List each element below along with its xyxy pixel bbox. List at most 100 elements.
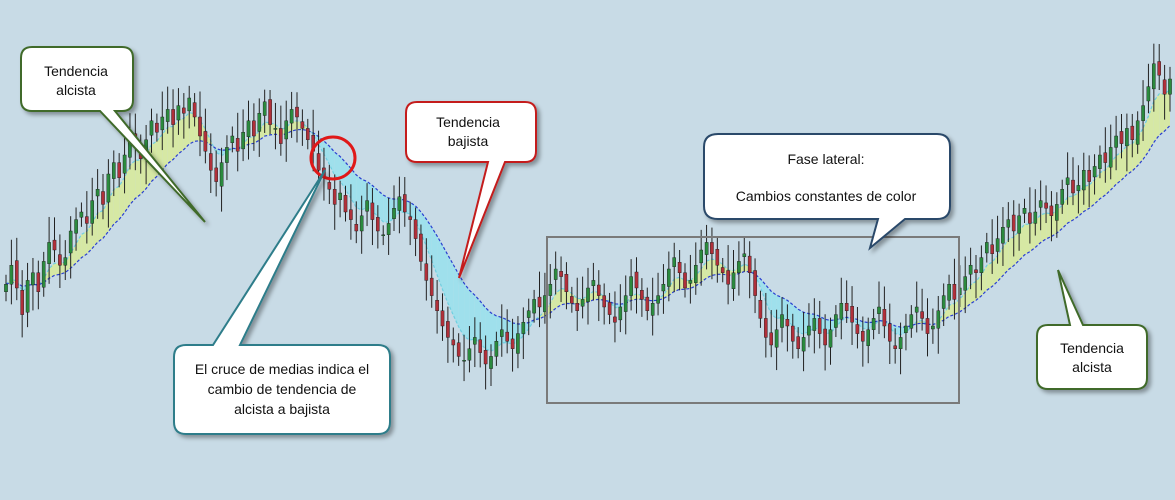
candle xyxy=(36,260,41,310)
candle-body xyxy=(1151,63,1156,90)
ma-ribbon-segment xyxy=(334,152,341,181)
ma-ribbon-segment xyxy=(340,156,346,190)
ma-ribbon-segment xyxy=(464,283,470,340)
candle xyxy=(181,93,186,139)
candle-body xyxy=(920,311,924,319)
candle-body xyxy=(58,254,62,266)
candle xyxy=(893,328,897,364)
candle-body xyxy=(559,271,563,277)
candle-body xyxy=(101,191,105,205)
candle-body xyxy=(640,290,644,300)
ma-ribbon-segment xyxy=(1024,224,1030,255)
candle-body xyxy=(386,223,391,235)
candle-body xyxy=(1146,86,1151,102)
candle xyxy=(155,113,159,142)
candle xyxy=(909,305,914,338)
ma-ribbon-segment xyxy=(119,177,125,220)
candle-body xyxy=(737,261,741,273)
candle-body xyxy=(758,300,763,319)
candle-body xyxy=(1135,120,1140,145)
candle-body xyxy=(192,102,197,118)
candle-body xyxy=(618,306,623,321)
candle-body xyxy=(74,219,78,234)
candle-body xyxy=(796,336,800,350)
candle xyxy=(435,280,439,334)
candle xyxy=(225,135,229,181)
candle xyxy=(500,304,504,357)
candle xyxy=(419,224,423,271)
candle-body xyxy=(106,173,111,203)
candle-body xyxy=(1049,205,1054,216)
candle xyxy=(952,258,957,320)
callout-bear-trend xyxy=(405,101,537,279)
candle-body xyxy=(785,319,790,327)
candle xyxy=(1087,155,1091,208)
candle-body xyxy=(1141,105,1145,121)
candle-body xyxy=(376,217,380,232)
candle xyxy=(1071,157,1075,206)
candle xyxy=(1108,124,1113,180)
candle-body xyxy=(877,306,881,315)
candle xyxy=(715,237,720,283)
candle-body xyxy=(306,128,310,140)
callout-bear-line1: Tendencia xyxy=(436,114,500,130)
candle xyxy=(871,308,876,340)
ma-ribbon-segment xyxy=(453,264,459,327)
candle-body xyxy=(397,196,402,211)
candle xyxy=(117,153,121,188)
candle-body xyxy=(273,128,278,130)
callout-lateral-line1: Fase lateral: xyxy=(787,151,864,167)
candle xyxy=(1054,192,1059,238)
callout-ma-cross xyxy=(173,169,391,435)
ma-ribbon-segment xyxy=(410,202,416,222)
candle xyxy=(446,306,450,363)
candle-body xyxy=(623,295,628,312)
candle-body xyxy=(1103,152,1108,163)
candle-body xyxy=(575,303,579,312)
candle-body xyxy=(505,331,510,342)
candle-body xyxy=(1081,169,1086,191)
candle-body xyxy=(742,253,747,258)
candle xyxy=(704,224,709,270)
ma-ribbon-segment xyxy=(264,122,271,137)
candle-body xyxy=(774,329,779,348)
candle-body xyxy=(316,153,321,171)
candle xyxy=(343,185,348,222)
candle-body xyxy=(117,162,121,179)
candle xyxy=(607,292,612,325)
candle xyxy=(397,176,402,234)
candle xyxy=(1151,43,1156,112)
candle xyxy=(84,191,89,244)
candle xyxy=(300,109,305,146)
candle xyxy=(284,100,289,162)
candle xyxy=(1130,113,1135,158)
candle-body xyxy=(629,276,633,296)
candle-body xyxy=(84,216,89,224)
candle-body xyxy=(1001,226,1005,244)
candle-body xyxy=(823,328,827,346)
candle xyxy=(979,245,984,291)
candle xyxy=(9,239,14,305)
candle-body xyxy=(4,284,8,293)
candle-body xyxy=(284,120,289,140)
ma-ribbon-segment xyxy=(173,120,179,160)
candle xyxy=(1038,180,1043,231)
candle xyxy=(327,164,332,205)
candle xyxy=(1060,179,1064,214)
candle-body xyxy=(1017,215,1021,234)
candle-body xyxy=(1157,61,1161,76)
candle-body xyxy=(419,233,423,262)
callout-bull-left-line1: Tendencia xyxy=(44,63,108,79)
ma-ribbon-segment xyxy=(113,186,120,225)
candle-body xyxy=(446,321,450,338)
candle xyxy=(1098,145,1102,179)
candle-body xyxy=(710,242,714,254)
candle xyxy=(25,262,30,328)
ma-ribbon-segment xyxy=(167,126,174,164)
ma-ribbon-segment xyxy=(426,219,432,261)
ma-ribbon-segment xyxy=(792,304,799,333)
callout-bull-trend-left xyxy=(20,46,206,223)
candle-body xyxy=(990,244,994,254)
candle xyxy=(111,150,116,197)
candle xyxy=(14,237,19,301)
